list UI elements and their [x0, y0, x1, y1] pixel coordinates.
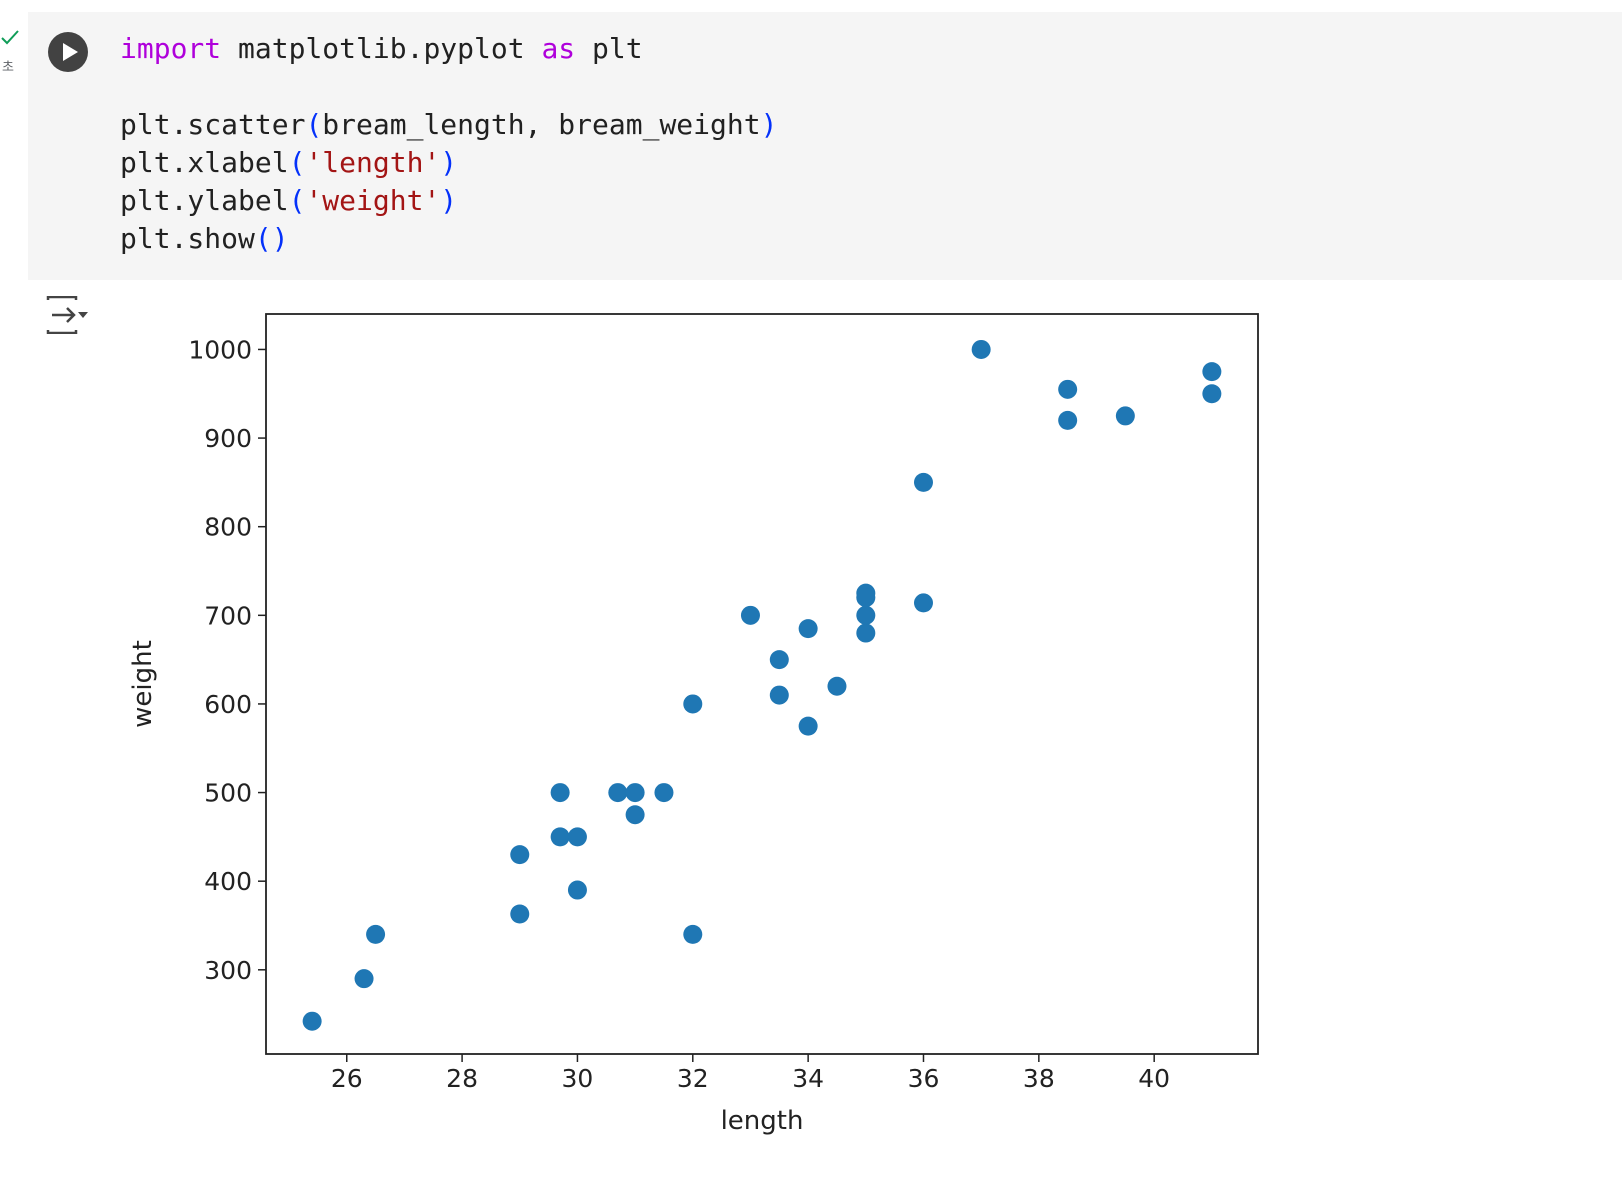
data-point: [567, 880, 587, 900]
code-line: plt.xlabel('length'): [120, 144, 777, 182]
code-token: (: [288, 184, 306, 217]
code-token: plt.scatter: [120, 108, 306, 141]
code-editor[interactable]: import matplotlib.pyplot as plt plt.scatt…: [120, 30, 777, 258]
data-point: [1058, 410, 1078, 430]
data-point: [366, 924, 386, 944]
data-point: [1202, 384, 1222, 404]
data-point: [550, 783, 570, 803]
code-token: plt.show: [120, 222, 255, 255]
x-tick-label: 36: [908, 1064, 940, 1093]
data-point: [769, 685, 789, 705]
data-point: [740, 605, 760, 625]
y-tick-label: 800: [204, 513, 252, 542]
data-point: [913, 593, 933, 613]
code-token: ): [760, 108, 778, 141]
y-axis-label: weight: [128, 640, 158, 728]
data-point: [608, 783, 628, 803]
code-line: plt.ylabel('weight'): [120, 182, 777, 220]
data-point: [550, 827, 570, 847]
y-tick-label: 400: [204, 867, 252, 896]
data-point: [1058, 379, 1078, 399]
code-token: plt: [575, 32, 643, 65]
execution-time: 초: [2, 60, 14, 75]
data-point: [302, 1011, 322, 1031]
x-tick-label: 30: [562, 1064, 594, 1093]
run-cell-button[interactable]: [48, 32, 88, 72]
data-point: [1202, 362, 1222, 382]
data-point: [683, 694, 703, 714]
data-point: [510, 845, 530, 865]
data-point: [769, 650, 789, 670]
code-cell[interactable]: [28, 12, 1622, 280]
play-icon: [63, 43, 78, 61]
y-tick-label: 1000: [188, 335, 252, 364]
code-line: import matplotlib.pyplot as plt: [120, 30, 777, 68]
check-icon: [1, 30, 19, 45]
data-point: [913, 472, 933, 492]
data-point: [654, 783, 674, 803]
data-point: [971, 339, 991, 359]
data-point: [683, 924, 703, 944]
y-tick-label: 600: [204, 690, 252, 719]
code-token: plt.ylabel: [120, 184, 289, 217]
data-point: [354, 969, 374, 989]
code-line: plt.scatter(bream_length, bream_weight): [120, 106, 777, 144]
output-toggle-button[interactable]: [46, 295, 94, 335]
code-token: ): [440, 146, 458, 179]
code-token: (: [288, 146, 306, 179]
x-tick-label: 32: [677, 1064, 709, 1093]
code-token: plt.xlabel: [120, 146, 289, 179]
data-point: [856, 588, 876, 608]
data-point: [856, 623, 876, 643]
data-point: [625, 783, 645, 803]
plot-frame: [265, 313, 1259, 1055]
code-token: ): [440, 184, 458, 217]
data-point: [798, 619, 818, 639]
code-token: import: [120, 32, 222, 65]
data-point: [798, 716, 818, 736]
code-token: (: [305, 108, 323, 141]
code-token: 'weight': [305, 184, 441, 217]
code-token: (): [254, 222, 289, 255]
data-point: [1115, 406, 1135, 426]
x-tick-label: 28: [446, 1064, 478, 1093]
y-tick-label: 300: [204, 956, 252, 985]
data-point: [827, 676, 847, 696]
data-point: [567, 827, 587, 847]
code-token: 'length': [305, 146, 441, 179]
y-tick-label: 900: [204, 424, 252, 453]
output-toggle-icon: [46, 295, 88, 335]
x-tick-label: 26: [331, 1064, 363, 1093]
x-axis-label: length: [721, 1106, 804, 1136]
data-point: [625, 805, 645, 825]
x-tick-label: 38: [1023, 1064, 1055, 1093]
data-point: [510, 904, 530, 924]
y-tick-label: 500: [204, 779, 252, 808]
code-token: matplotlib.pyplot: [221, 32, 542, 65]
x-tick-label: 34: [792, 1064, 824, 1093]
code-token: bream_length, bream_weight: [322, 108, 761, 141]
data-point: [856, 605, 876, 625]
code-token: as: [541, 32, 576, 65]
code-line: plt.show(): [120, 220, 777, 258]
x-tick-label: 40: [1138, 1064, 1170, 1093]
y-tick-label: 700: [204, 601, 252, 630]
